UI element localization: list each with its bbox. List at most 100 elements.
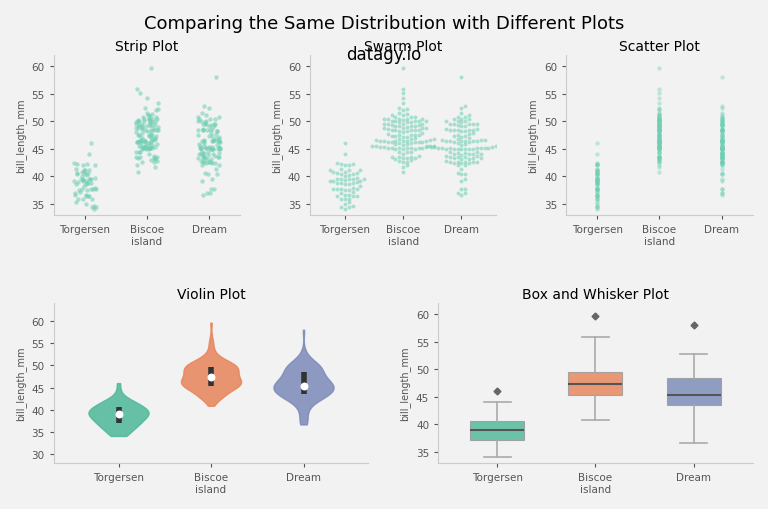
Point (136, 125, 148, 133)
Point (591, 176, 604, 184)
Point (716, 151, 728, 159)
Point (475, 155, 487, 163)
Point (654, 132, 666, 140)
Point (716, 118, 728, 126)
Point (151, 106, 163, 115)
Point (139, 137, 151, 146)
Point (654, 118, 666, 126)
Point (654, 123, 666, 131)
Point (78, 162, 90, 170)
Point (208, 137, 220, 145)
Point (716, 145, 728, 153)
Point (654, 158, 666, 166)
Point (144, 114, 156, 122)
Point (654, 139, 666, 147)
Point (716, 186, 728, 194)
Point (716, 158, 728, 166)
Point (654, 90, 666, 98)
Point (339, 177, 351, 185)
Point (90, 203, 102, 211)
Point (151, 124, 164, 132)
Point (716, 126, 728, 134)
Point (192, 155, 204, 163)
Point (654, 135, 666, 144)
Point (132, 139, 144, 147)
Point (591, 159, 604, 167)
Point (716, 120, 728, 128)
Point (76, 185, 88, 193)
Point (144, 145, 157, 153)
Point (331, 175, 343, 183)
Point (654, 139, 666, 147)
Point (591, 179, 604, 187)
Point (80, 178, 92, 186)
Point (463, 159, 475, 167)
Point (654, 120, 666, 128)
Point (137, 135, 150, 144)
Point (204, 145, 216, 153)
Point (79, 171, 91, 179)
Point (591, 192, 604, 200)
Point (448, 155, 460, 163)
Point (654, 141, 666, 149)
Point (382, 126, 394, 134)
Point (409, 131, 421, 139)
Point (409, 139, 421, 147)
Point (452, 146, 464, 154)
Point (386, 139, 398, 147)
Point (591, 172, 604, 180)
Point (397, 146, 409, 154)
Point (397, 86, 409, 94)
Point (452, 149, 464, 157)
Point (327, 185, 339, 193)
Point (654, 114, 666, 122)
Point (143, 112, 155, 120)
Point (475, 145, 487, 153)
Point (139, 126, 151, 134)
Point (389, 155, 402, 163)
Point (343, 172, 355, 180)
Point (412, 121, 425, 129)
Point (654, 99, 666, 107)
Point (654, 130, 666, 138)
Point (416, 120, 429, 128)
Point (467, 130, 479, 138)
Point (654, 143, 666, 151)
Point (143, 146, 155, 154)
Point (591, 167, 604, 175)
Point (654, 115, 666, 123)
Point (591, 171, 604, 179)
Text: Comparing the Same Distribution with Different Plots: Comparing the Same Distribution with Dif… (144, 15, 624, 33)
Point (350, 192, 362, 201)
Point (335, 189, 347, 197)
Point (151, 153, 164, 161)
Point (448, 126, 460, 134)
Point (134, 154, 146, 162)
Point (213, 162, 225, 170)
Point (591, 195, 604, 204)
Point (83, 151, 95, 159)
Point (207, 137, 219, 145)
Point (77, 176, 89, 184)
Point (428, 143, 440, 151)
Point (471, 126, 483, 134)
Point (393, 154, 406, 162)
Point (136, 159, 148, 167)
Point (455, 123, 468, 131)
Point (133, 118, 145, 126)
Point (654, 162, 666, 170)
Point (471, 148, 483, 156)
Point (133, 123, 145, 131)
Point (716, 137, 728, 146)
Point (654, 138, 666, 146)
Point (343, 162, 355, 170)
Point (88, 185, 101, 193)
Point (213, 154, 225, 162)
Point (82, 170, 94, 178)
Point (205, 374, 217, 382)
Point (654, 133, 666, 141)
Point (716, 145, 728, 153)
Point (139, 139, 151, 147)
Point (654, 128, 666, 136)
Point (591, 206, 604, 214)
